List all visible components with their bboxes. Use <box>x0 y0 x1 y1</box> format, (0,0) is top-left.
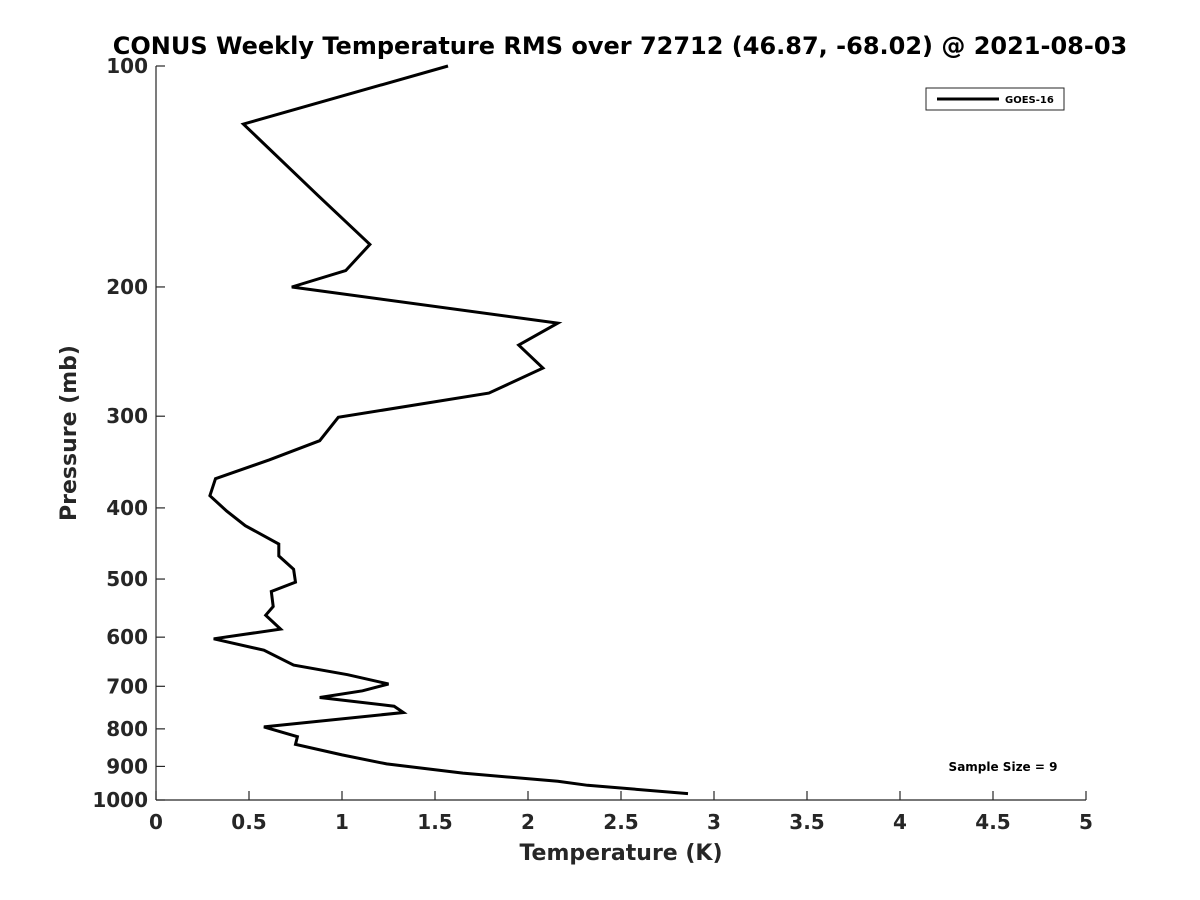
series-line-goes-16 <box>208 64 689 796</box>
x-tick-label: 0.5 <box>231 810 266 834</box>
y-tick-label: 400 <box>106 496 148 520</box>
x-tick-label: 3 <box>707 810 721 834</box>
y-tick-label: 600 <box>106 625 148 649</box>
legend-label-goes-16: GOES-16 <box>1005 95 1054 106</box>
x-tick-label: 4.5 <box>975 810 1010 834</box>
y-tick-label: 700 <box>106 674 148 698</box>
y-tick-label: 800 <box>106 717 148 741</box>
x-tick-label: 2.5 <box>603 810 638 834</box>
x-tick-label: 1.5 <box>417 810 452 834</box>
x-tick-label: 3.5 <box>789 810 824 834</box>
x-axis-label: Temperature (K) <box>519 841 722 866</box>
y-tick-label: 100 <box>106 54 148 78</box>
y-tick-label: 200 <box>106 275 148 299</box>
x-tick-label: 2 <box>521 810 535 834</box>
y-tick-label: 500 <box>106 567 148 591</box>
sample-size-annotation: Sample Size = 9 <box>949 760 1058 774</box>
x-tick-label: 0 <box>149 810 163 834</box>
y-tick-label: 900 <box>106 754 148 778</box>
y-tick-label: 1000 <box>92 788 148 812</box>
y-tick-label: 300 <box>106 404 148 428</box>
axes <box>155 66 1086 801</box>
y-axis-label: Pressure (mb) <box>57 345 82 521</box>
y-ticks: 100 200 300 400 500 600 700 800 900 1000 <box>92 54 165 812</box>
x-tick-label: 1 <box>335 810 349 834</box>
legend: GOES-16 <box>925 87 1065 111</box>
series-group <box>208 64 689 796</box>
x-tick-label: 5 <box>1079 810 1093 834</box>
x-ticks: 0 0.5 1 1.5 2 2.5 3 3.5 4 4.5 5 <box>149 791 1093 834</box>
chart-title: CONUS Weekly Temperature RMS over 72712 … <box>113 32 1127 60</box>
x-tick-label: 4 <box>893 810 907 834</box>
